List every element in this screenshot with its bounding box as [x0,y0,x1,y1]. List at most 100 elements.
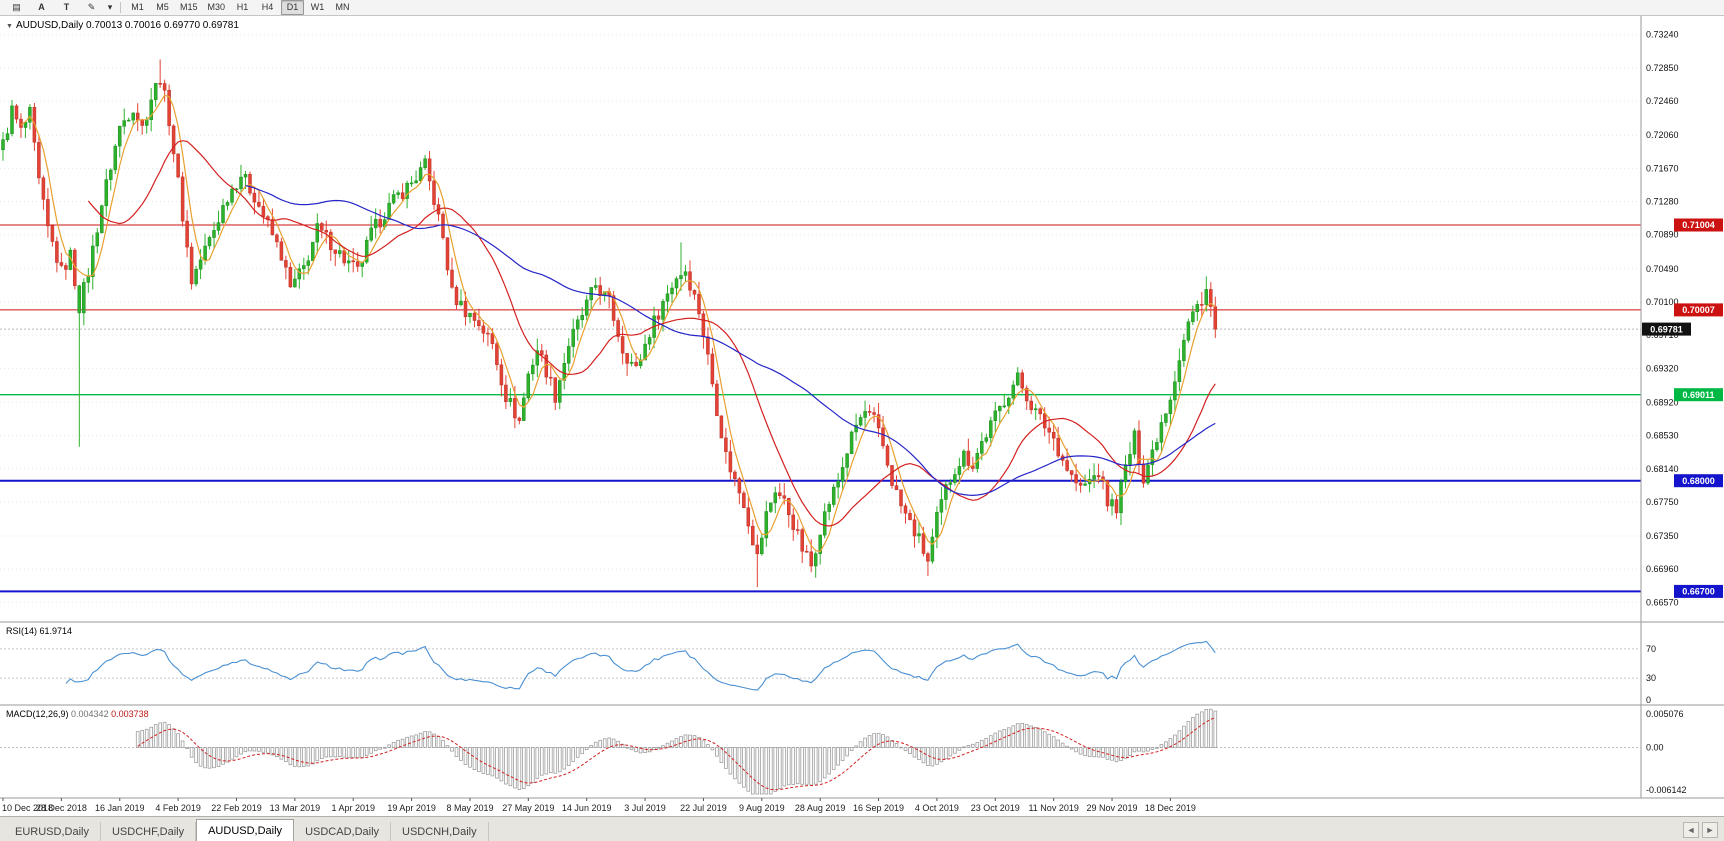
candle-body [445,237,450,271]
candle-body [742,492,746,509]
candle-body [378,218,382,228]
macd-bar [1155,747,1159,749]
macd-bar [504,747,508,785]
candle-body [813,553,818,567]
candle-body [5,133,10,140]
macd-bar [710,747,715,751]
candle-body [293,278,297,288]
date-axis-label: 13 Mar 2019 [270,803,321,813]
candle-body [144,119,149,126]
tab-eurusd[interactable]: EURUSD,Daily [4,822,101,841]
macd-bar [1029,725,1034,748]
macd-bar [993,732,998,748]
chart-window-icon[interactable]: ▤ [12,2,21,12]
price-tag-0.66700: 0.66700 [1674,584,1723,598]
candle-body [270,219,275,236]
date-axis-label: 16 Sep 2019 [853,803,904,813]
timeframe-button-w1[interactable]: W1 [310,2,325,12]
macd-bar [261,747,266,753]
timeframe-button-m5[interactable]: M5 [156,2,169,12]
macd-bar [1195,713,1200,748]
macd-bar [643,747,647,753]
tab-audusd[interactable]: AUDUSD,Daily [196,819,295,841]
macd-bar [1047,733,1052,748]
macd-bar [724,747,728,769]
current-price-tag: 0.69781 [1642,322,1691,336]
macd-bar [598,740,602,748]
tab-usdcad[interactable]: USDCAD,Daily [294,822,392,841]
candle-body [391,194,396,204]
price-axis-label: 0.68530 [1646,431,1679,441]
macd-bar [310,747,315,765]
candle-body [998,405,1002,412]
macd-bar [715,747,719,757]
candle-body [773,492,778,504]
price-axis[interactable]: 0.73240 0.72850 0.72460 0.72060 0.71670 0.712… [1646,30,1679,608]
macd-bar [760,747,764,795]
macd-bar [876,732,881,748]
candle-body [845,453,849,468]
candle-body [800,529,804,552]
tab-usdcnh[interactable]: USDCNH,Daily [391,822,489,841]
candle-body [894,485,899,491]
macd-bar [1137,747,1141,752]
macd-bar [899,746,903,749]
date-axis-label: 18 Dec 2019 [1145,803,1196,813]
tab-scroll-right-icon[interactable]: ► [1702,822,1718,838]
arrow-tool-icon[interactable]: A [38,2,45,12]
candle-body [1051,432,1056,439]
candle-body [450,269,454,288]
dropdown-arrow-icon[interactable]: ▾ [107,2,113,12]
tab-usdchf[interactable]: USDCHF,Daily [101,822,197,841]
macd-bar [1132,747,1137,753]
macd-bar [185,747,189,750]
macd-bar [239,747,243,755]
macd-bar [787,747,791,786]
candle-body [364,239,369,263]
timeframe-button-mn[interactable]: MN [335,2,350,12]
timeframe-button-m1[interactable]: M1 [131,2,144,12]
chart-tab-bar: EURUSD,Daily USDCHF,Daily AUDUSD,Daily USDC… [0,816,1724,841]
price-chart[interactable]: 0.73240 0.72850 0.72460 0.72060 0.71670 0.712… [0,16,1724,816]
macd-bar [939,747,944,763]
candle-body [697,293,701,315]
macd-bar [1209,708,1213,748]
timeframe-button-m30[interactable]: M30 [207,2,226,12]
macd-bar [248,747,252,752]
candle-body [203,245,207,261]
candle-body [306,260,311,266]
macd-bar [396,739,400,748]
macd-bar [809,747,813,786]
date-axis-label: 9 Aug 2019 [739,803,785,813]
macd-bar [935,747,939,765]
macd-bar [881,734,885,748]
price-axis-label: 0.66960 [1646,564,1679,574]
candle-body [216,222,221,231]
macd-bar [818,747,822,783]
candle-body [279,241,284,261]
timeframe-button-h1[interactable]: H1 [236,2,249,12]
macd-main-value: 0.004342 [71,709,111,719]
timeframe-button-h4[interactable]: H4 [261,2,274,12]
candle-body [207,237,212,247]
date-axis-label: 8 May 2019 [446,803,493,813]
price-tag-0.66700-box [1674,584,1723,598]
candle-body [912,519,917,537]
chart-ohlc-header: AUDUSD,Daily 0.70013 0.70016 0.69770 0.6… [16,20,239,31]
timeframe-button-m15[interactable]: M15 [180,2,198,12]
price-tag-0.66700-text: 0.66700 [1682,587,1715,597]
ma-slow-line [245,185,1216,497]
candle-body [153,83,158,101]
candle-body [953,474,957,483]
macd-bar [674,738,679,748]
candle-body [553,377,558,403]
candle-body [77,285,82,314]
macd-bar [275,747,279,758]
timeframe-button-d1[interactable]: D1 [281,0,305,15]
candle-body [302,265,306,270]
candle-body [41,177,46,200]
text-tool-icon[interactable]: T [63,2,70,12]
draw-tool-icon[interactable]: ✎ [87,2,96,12]
tab-scroll-left-icon[interactable]: ◄ [1683,822,1699,838]
